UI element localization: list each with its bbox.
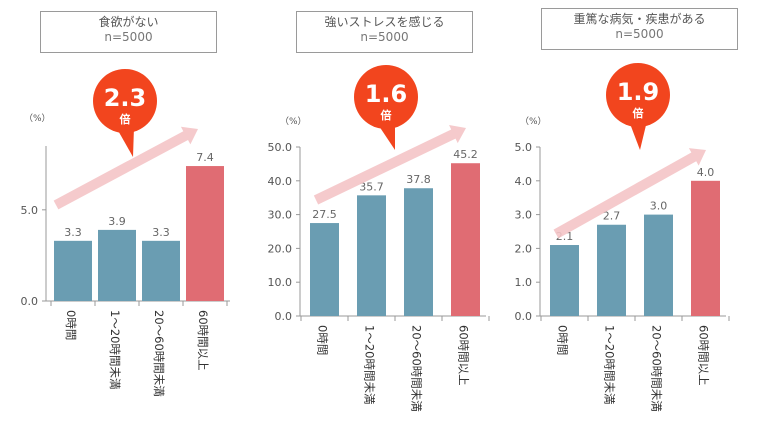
trend-arrow (53, 126, 198, 210)
unit-label: （%） (24, 113, 51, 124)
category-label: 1～20時間未満 (603, 325, 617, 404)
trend-arrow-shape (313, 125, 467, 205)
bar (550, 245, 579, 316)
bar (98, 229, 136, 301)
y-tick-label: 0.0 (275, 310, 293, 323)
chart-title-box: 食欲がない n=5000 (40, 11, 217, 53)
trend-arrow (553, 148, 706, 239)
y-tick-label: 4.0 (515, 175, 533, 188)
category-label: 0時間 (64, 310, 78, 340)
y-tick-label: 50.0 (268, 141, 293, 154)
chart-subtitle: n=5000 (615, 27, 664, 41)
ratio-value: 1.9 (617, 78, 660, 106)
ratio-value: 2.3 (104, 84, 147, 112)
trend-arrow (313, 125, 467, 205)
y-tick-label: 20.0 (268, 242, 293, 255)
bar (597, 224, 626, 316)
bar (186, 166, 224, 301)
bar (310, 223, 339, 316)
category-label: 20～60時間未満 (650, 325, 664, 412)
category-label: 0時間 (556, 325, 570, 355)
ratio-bubble-tail (116, 127, 134, 157)
bar-chart-3: （%）0.01.02.03.04.05.02.10時間2.71～20時間未満3.… (515, 63, 730, 412)
chart-title: 重篤な病気・疾患がある (573, 12, 706, 26)
ratio-bubble (354, 65, 418, 129)
chart-panel-1: 食欲がない n=5000 （%） 0.0 5.0 3.3 0時間 3.9 1～20時間未満 3… (0, 0, 256, 424)
ratio-value: 1.6 (365, 80, 408, 108)
bar (357, 195, 386, 316)
category-label: 60時間以上 (196, 310, 210, 371)
data-label: 3.3 (64, 226, 82, 239)
data-label: 3.3 (152, 226, 170, 239)
ratio-unit: 倍 (381, 108, 392, 122)
chart-title-box: 強いストレスを感じる n=5000 (296, 11, 473, 53)
y-tick-label: 40.0 (268, 175, 293, 188)
bar (691, 180, 720, 316)
category-label: 1～20時間未満 (363, 325, 377, 404)
ratio-bubble-tail (377, 123, 395, 150)
y-tick-label: 0.0 (515, 310, 533, 323)
y-tick-label: 1.0 (515, 276, 533, 289)
data-label: 3.9 (108, 215, 126, 228)
category-label: 1～20時間未満 (108, 310, 122, 389)
chart-subtitle: n=5000 (360, 30, 409, 44)
trend-arrow-shape (553, 148, 706, 239)
chart-title: 強いストレスを感じる (324, 15, 445, 29)
category-label: 60時間以上 (697, 325, 711, 386)
y-tick-label: 30.0 (268, 209, 293, 222)
bar (451, 163, 480, 316)
data-label: 27.5 (312, 208, 337, 221)
bar (404, 188, 433, 316)
category-label: 20～60時間未満 (152, 310, 166, 397)
y-tick-label: 0.0 (21, 295, 39, 308)
unit-label: （%） (520, 116, 547, 127)
y-tick-label: 3.0 (515, 209, 533, 222)
y-tick-label: 5.0 (515, 141, 533, 154)
y-tick-label: 5.0 (21, 204, 39, 217)
data-label: 2.7 (603, 210, 621, 223)
data-label: 35.7 (359, 180, 384, 193)
bar-chart-1: （%） 0.0 5.0 3.3 0時間 3.9 1～20時間未満 3.3 20～60時間未満 7.… (21, 69, 230, 397)
trend-arrow-shape (53, 126, 198, 210)
chart-subtitle: n=5000 (104, 30, 153, 44)
chart-title: 食欲がない (98, 15, 159, 29)
ratio-unit: 倍 (120, 112, 131, 126)
data-label: 3.0 (650, 200, 668, 213)
ratio-bubble (606, 63, 670, 127)
data-label: 37.8 (406, 173, 431, 186)
y-tick-label: 10.0 (268, 276, 293, 289)
category-label: 0時間 (316, 325, 330, 355)
y-tick-label: 2.0 (515, 242, 533, 255)
category-label: 60時間以上 (457, 325, 471, 386)
data-label: 7.4 (196, 151, 214, 164)
bar (54, 240, 92, 301)
category-label: 20～60時間未満 (410, 325, 424, 412)
chart-title-box: 重篤な病気・疾患がある n=5000 (541, 8, 738, 50)
bar-chart-2: （%） 0.0 10.0 20.0 30.0 40.0 50.0 27.5 0時間 35.7 1～2… (268, 65, 490, 412)
bar (142, 240, 180, 301)
ratio-bubble (93, 69, 157, 133)
data-label: 4.0 (697, 166, 715, 179)
unit-label: （%） (280, 116, 307, 127)
chart-panel-2: 強いストレスを感じる n=5000 （%） 0.0 10.0 20.0 30.0 40.0… (256, 0, 512, 424)
bar (644, 214, 673, 316)
data-label: 45.2 (453, 148, 478, 161)
ratio-unit: 倍 (633, 106, 644, 120)
ratio-bubble-tail (629, 121, 647, 150)
chart-panel-3: 重篤な病気・疾患がある n=5000 （%） 0.0 1.0 2.0 3.0 4.0 5.0… (512, 0, 769, 424)
